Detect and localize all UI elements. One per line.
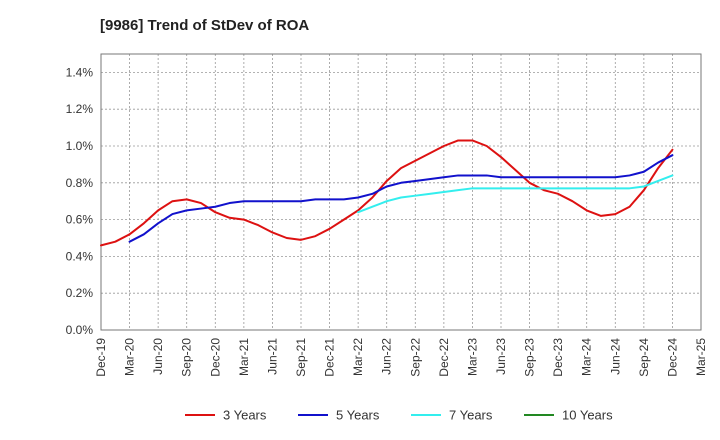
x-tick-label: Sep-24 <box>637 338 651 377</box>
x-tick-label: Mar-20 <box>123 338 137 376</box>
x-tick-label: Dec-19 <box>94 338 108 377</box>
series-line-7-years <box>357 174 674 214</box>
series-lines <box>100 139 674 247</box>
legend-label: 7 Years <box>449 408 493 423</box>
y-tick-label: 0.0% <box>66 323 94 337</box>
chart-title: [9986] Trend of StDev of ROA <box>100 17 309 34</box>
x-axis: Dec-19 Mar-20 Jun-20 Sep-20 Dec-20 Mar-21 Jun-… <box>94 338 708 377</box>
x-tick-label: Dec-23 <box>551 338 565 377</box>
y-tick-label: 1.2% <box>66 102 94 116</box>
legend-label: 10 Years <box>562 408 613 423</box>
x-tick-label: Mar-24 <box>580 338 594 376</box>
series-line-5-years <box>128 154 674 243</box>
x-tick-label: Jun-22 <box>380 338 394 375</box>
legend: 3 Years 5 Years 7 Years 10 Years <box>185 408 613 423</box>
y-axis: 0.0% 0.2% 0.4% 0.6% 0.8% 1.0% 1.2% 1.4% <box>66 65 94 337</box>
x-tick-label: Mar-25 <box>694 338 708 376</box>
y-tick-label: 1.4% <box>66 65 94 79</box>
y-tick-label: 0.6% <box>66 213 94 227</box>
x-tick-label: Mar-22 <box>351 338 365 376</box>
x-tick-label: Jun-20 <box>151 338 165 375</box>
x-tick-label: Dec-22 <box>437 338 451 377</box>
x-tick-label: Mar-23 <box>465 338 479 376</box>
x-tick-label: Dec-21 <box>323 338 337 377</box>
x-tick-label: Jun-24 <box>608 338 622 375</box>
legend-label: 5 Years <box>336 408 380 423</box>
x-tick-label: Mar-21 <box>237 338 251 376</box>
y-tick-label: 0.4% <box>66 249 94 263</box>
x-tick-label: Sep-22 <box>408 338 422 377</box>
x-tick-label: Sep-21 <box>294 338 308 377</box>
x-tick-label: Dec-20 <box>208 338 222 377</box>
x-tick-label: Dec-24 <box>665 338 679 377</box>
legend-label: 3 Years <box>223 408 267 423</box>
x-tick-label: Jun-21 <box>265 338 279 375</box>
y-tick-label: 0.8% <box>66 176 94 190</box>
y-tick-label: 0.2% <box>66 286 94 300</box>
y-tick-label: 1.0% <box>66 139 94 153</box>
grid <box>100 54 702 331</box>
series-line-3-years <box>100 139 674 247</box>
x-tick-label: Sep-23 <box>523 338 537 377</box>
plot-area <box>100 53 702 331</box>
x-tick-label: Jun-23 <box>494 338 508 375</box>
x-tick-label: Sep-20 <box>180 338 194 377</box>
